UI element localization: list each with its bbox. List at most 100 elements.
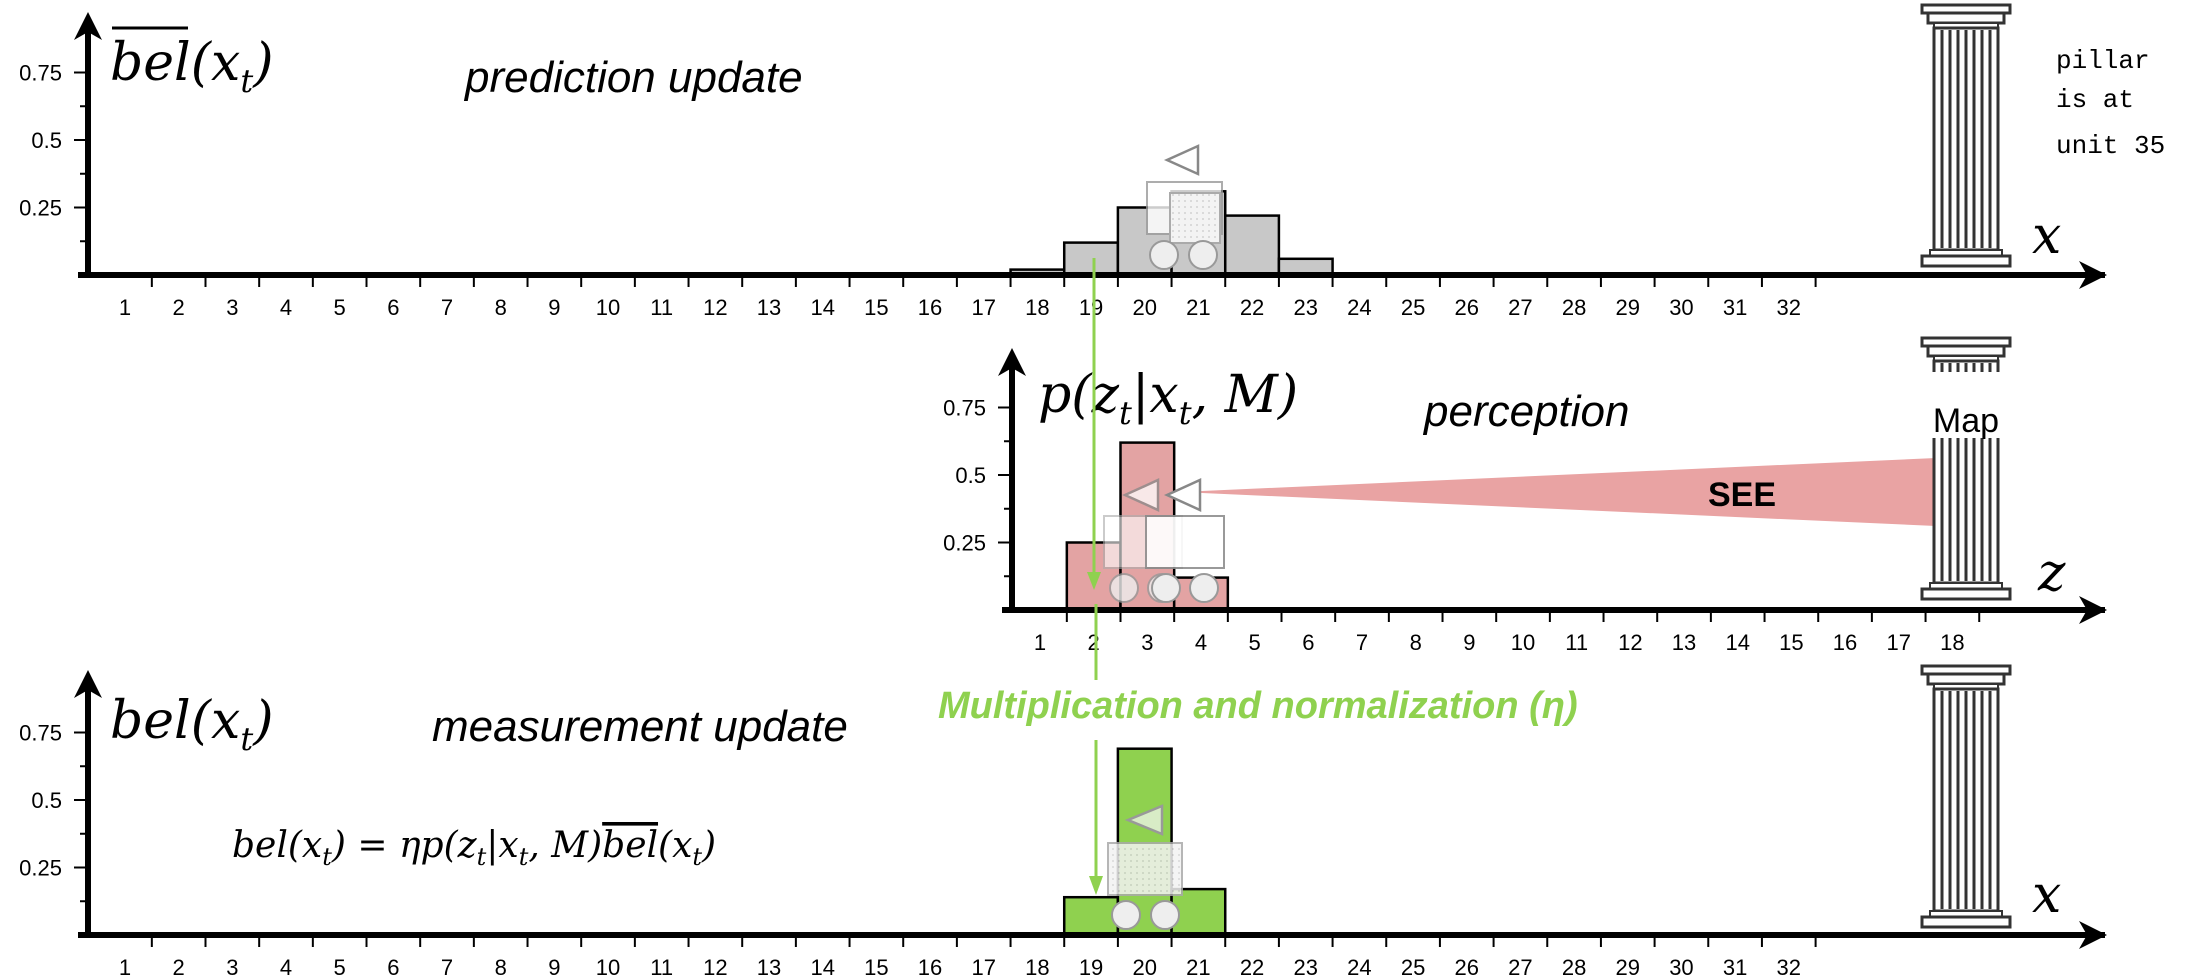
y-tick-label: 0.75: [943, 396, 986, 421]
x-tick-label: 13: [757, 295, 781, 320]
x-tick-label: 30: [1669, 955, 1693, 977]
x-tick-label: 9: [548, 295, 560, 320]
x-tick-label: 27: [1508, 955, 1532, 977]
x-tick-label: 24: [1347, 295, 1371, 320]
x-tick-label: 27: [1508, 295, 1532, 320]
prediction-axis-label: x: [2032, 206, 2061, 266]
measurement-ylabel: bel(xt): [110, 691, 273, 758]
x-tick-label: 1: [119, 295, 131, 320]
x-tick-label: 24: [1347, 955, 1371, 977]
x-tick-label: 12: [1618, 630, 1642, 655]
bar-21: [1170, 887, 1227, 937]
x-tick-label: 3: [226, 955, 238, 977]
prediction-ylabel: bel(xt): [110, 33, 273, 100]
x-tick-label: 12: [703, 955, 727, 977]
robot-icon: [1107, 804, 1183, 930]
x-tick-label: 29: [1616, 955, 1640, 977]
y-tick-label: 0.75: [19, 721, 62, 746]
perception-axis-label: z: [2037, 543, 2066, 603]
x-tick-label: 5: [334, 295, 346, 320]
x-tick-label: 32: [1777, 295, 1801, 320]
x-tick-label: 13: [757, 955, 781, 977]
x-tick-label: 18: [1025, 295, 1049, 320]
robot-icon: [1146, 144, 1223, 270]
y-axis-arrow: [998, 348, 1026, 376]
x-tick-label: 5: [334, 955, 346, 977]
x-tick-label: 2: [173, 295, 185, 320]
x-tick-label: 9: [548, 955, 560, 977]
x-tick-label: 16: [1833, 630, 1857, 655]
bar-19: [1062, 895, 1120, 937]
perception-panel: p(zt|xt, M) perception z 1 2 3 4 5 6 7 8 9 10 11 12…: [943, 336, 2107, 655]
x-tick-label: 21: [1186, 955, 1210, 977]
x-tick-label: 4: [280, 955, 292, 977]
measurement-axis-label: x: [2032, 865, 2061, 925]
see-label: SEE: [1708, 476, 1776, 514]
x-tick-label: 17: [971, 955, 995, 977]
x-tick-label: 29: [1616, 295, 1640, 320]
multiply-note: Multiplication and normalization (η): [938, 685, 1578, 727]
x-tick-label: 18: [1025, 955, 1049, 977]
map-label: Map: [1933, 402, 1999, 440]
x-tick-label: 22: [1240, 955, 1264, 977]
x-tick-label: 8: [1410, 630, 1422, 655]
x-axis-arrow: [2079, 921, 2107, 949]
y-axis-arrow: [74, 12, 102, 40]
x-tick-label: 15: [864, 295, 888, 320]
x-tick-label: 1: [119, 955, 131, 977]
x-tick-label: 19: [1079, 955, 1103, 977]
x-tick-label: 11: [650, 955, 673, 977]
x-tick-label: 3: [226, 295, 238, 320]
x-tick-label: 8: [495, 295, 507, 320]
x-tick-label: 7: [441, 955, 453, 977]
y-tick-label: 0.5: [31, 128, 62, 153]
x-tick-label: 9: [1463, 630, 1475, 655]
x-tick-label: 10: [596, 955, 620, 977]
x-tick-label: 4: [280, 295, 292, 320]
prediction-title: prediction update: [463, 53, 803, 102]
bar-19: [1062, 241, 1120, 277]
x-tick-label: 23: [1293, 955, 1317, 977]
x-tick-label: 14: [810, 955, 834, 977]
y-tick-label: 0.5: [31, 788, 62, 813]
x-tick-label: 15: [1779, 630, 1803, 655]
y-tick-label: 0.5: [955, 463, 986, 488]
measurement-panel: bel(xt) measurement update bel(xt) = ηp(…: [19, 664, 2107, 977]
y-axis-arrow: [74, 670, 102, 698]
x-axis-arrow: [2079, 596, 2107, 624]
x-tick-label: 10: [1511, 630, 1535, 655]
x-tick-label: 6: [1302, 630, 1314, 655]
x-tick-label: 25: [1401, 955, 1425, 977]
x-tick-label: 26: [1455, 295, 1479, 320]
measurement-bars: [1062, 747, 1227, 937]
x-tick-label: 16: [918, 955, 942, 977]
x-tick-label: 20: [1132, 955, 1156, 977]
x-tick-label: 17: [1886, 630, 1910, 655]
measurement-title: measurement update: [432, 702, 848, 751]
map-pillar-icon: [1920, 336, 2012, 601]
perception-title: perception: [1422, 387, 1629, 436]
x-tick-label: 3: [1141, 630, 1153, 655]
y-tick-label: 0.25: [19, 196, 62, 221]
pillar-icon: [1920, 3, 2012, 268]
perception-ylabel: p(zt|xt, M): [1038, 365, 1298, 432]
x-tick-label: 15: [864, 955, 888, 977]
pillar-note-line-1: pillar: [2056, 46, 2150, 76]
x-tick-label: 10: [596, 295, 620, 320]
x-tick-label: 12: [703, 295, 727, 320]
perception-axes: 1 2 3 4 5 6 7 8 9 10 11 12 13 14 15 16 17 180.250.50.75: [943, 348, 2107, 655]
x-tick-label: 28: [1562, 955, 1586, 977]
pillar-note-line-2: is at: [2056, 85, 2134, 115]
x-tick-label: 21: [1186, 295, 1210, 320]
measurement-axes: 1 2 3 4 5 6 7 8 9 10 11 12 13 14 15 16 17 18 19 20 21 22 23 24 2…: [19, 670, 2107, 977]
x-tick-label: 14: [1725, 630, 1749, 655]
x-tick-label: 6: [387, 295, 399, 320]
x-tick-label: 13: [1672, 630, 1696, 655]
x-tick-label: 31: [1723, 955, 1747, 977]
x-tick-label: 30: [1669, 295, 1693, 320]
x-tick-label: 32: [1777, 955, 1801, 977]
x-tick-label: 18: [1940, 630, 1964, 655]
y-tick-label: 0.25: [19, 856, 62, 881]
see-beam: [1180, 458, 1936, 526]
